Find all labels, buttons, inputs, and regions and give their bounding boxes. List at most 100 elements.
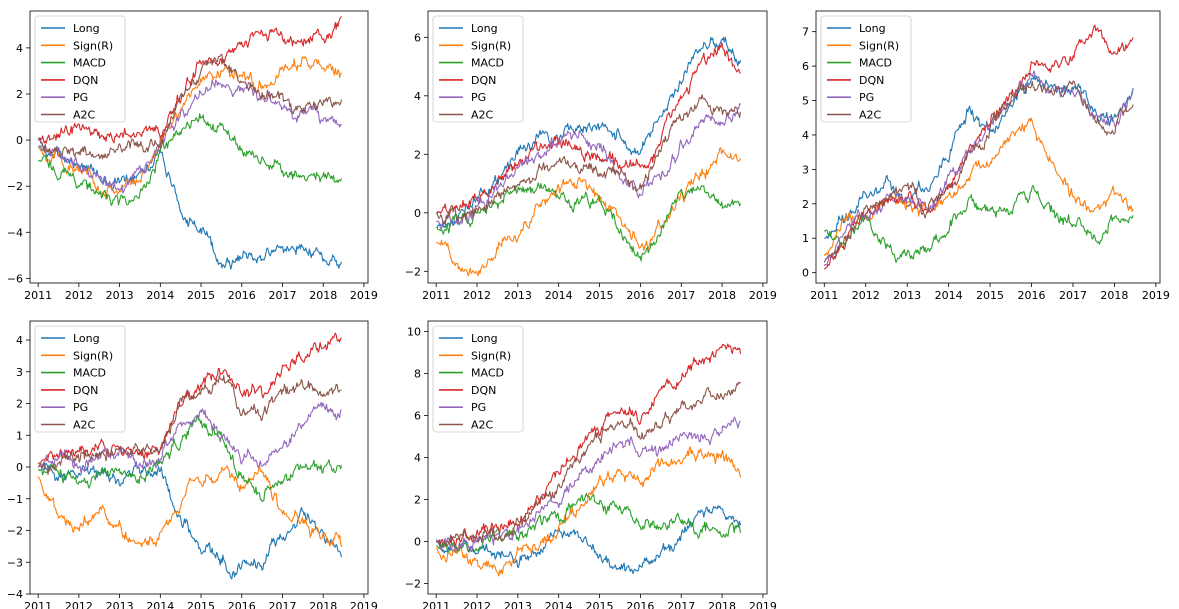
legend-label: A2C — [73, 419, 96, 432]
x-tick-label: 2017 — [268, 289, 296, 302]
y-tick-label: −2 — [7, 180, 23, 193]
x-tick-label: 2017 — [1059, 289, 1087, 302]
series-line-long — [824, 75, 1134, 239]
x-tick-label: 2016 — [626, 600, 654, 609]
legend-box — [820, 15, 912, 123]
y-tick-label: −2 — [405, 265, 421, 278]
legend-box — [34, 15, 126, 123]
series-line-a2c — [435, 94, 742, 225]
x-tick-label: 2012 — [65, 600, 93, 609]
y-tick-label: 4 — [16, 334, 23, 347]
series-line-signr — [435, 147, 742, 277]
legend-label: Long — [73, 22, 100, 35]
x-tick-label: 2018 — [309, 600, 337, 609]
legend-label: A2C — [471, 419, 494, 432]
x-tick-label: 2011 — [810, 289, 838, 302]
series-line-pg — [436, 103, 741, 230]
x-tick-label: 2011 — [24, 289, 52, 302]
x-tick-label: 2013 — [106, 600, 134, 609]
legend-label: MACD — [859, 57, 892, 70]
legend-box — [432, 325, 524, 433]
y-tick-label: 6 — [414, 31, 421, 44]
x-tick-label: 2014 — [146, 600, 174, 609]
series-line-dqn — [435, 42, 741, 217]
series-line-a2c — [823, 80, 1134, 263]
legend-label: PG — [859, 91, 874, 104]
y-tick-label: 0 — [414, 536, 421, 549]
x-tick-label: 2012 — [65, 289, 93, 302]
series-line-a2c — [37, 53, 343, 160]
legend: Long Sign(R) MACD DQN PG A2C — [432, 325, 524, 433]
axes-frame — [427, 10, 768, 284]
x-tick-label: 2015 — [586, 289, 614, 302]
series-line-a2c — [37, 374, 342, 475]
series-line-pg — [823, 70, 1134, 267]
legend-label: Sign(R) — [859, 39, 899, 52]
series-lines — [435, 343, 742, 577]
x-tick-label: 2013 — [504, 600, 532, 609]
legend-label: DQN — [471, 384, 496, 397]
legend-label: PG — [73, 91, 88, 104]
series-lines — [37, 332, 343, 580]
y-tick-label: 4 — [16, 42, 23, 55]
x-tick-label: 2017 — [667, 289, 695, 302]
legend-box — [432, 15, 524, 123]
legend-label: PG — [73, 401, 88, 414]
y-tick-label: −4 — [7, 226, 23, 239]
x-tick-label: 2015 — [586, 600, 614, 609]
y-tick-label: 0 — [16, 461, 23, 474]
series-lines — [435, 36, 742, 277]
legend-label: DQN — [471, 74, 496, 87]
series-line-long — [435, 505, 742, 575]
y-tick-label: 6 — [802, 60, 809, 73]
x-tick-label: 2018 — [708, 289, 736, 302]
x-tick-label: 2019 — [350, 289, 378, 302]
legend-label: PG — [471, 91, 486, 104]
y-tick-label: 2 — [414, 494, 421, 507]
chart-panel-3: 2011 2012 2013 2014 2015 2016 2017 2018 2019 0 1 2 3… — [802, 10, 1170, 302]
series-line-dqn — [37, 16, 342, 144]
x-tick-label: 2014 — [545, 600, 573, 609]
legend-label: Long — [471, 332, 498, 345]
legend-label: Long — [471, 22, 498, 35]
axes-frame — [815, 10, 1161, 284]
x-tick-label: 2014 — [935, 289, 963, 302]
chart-panel-2: 2011 2012 2013 2014 2015 2016 2017 2018 2019 −2 0 2… — [405, 10, 777, 302]
y-tick-label: 5 — [802, 95, 809, 108]
series-line-dqn — [436, 343, 742, 546]
series-line-signr — [37, 464, 343, 548]
y-tick-label: 3 — [802, 163, 809, 176]
series-line-dqn — [823, 24, 1134, 270]
legend-label: Sign(R) — [73, 349, 113, 362]
series-line-pg — [37, 79, 342, 194]
x-tick-label: 2018 — [309, 289, 337, 302]
x-tick-label: 2013 — [504, 289, 532, 302]
y-tick-label: 10 — [407, 326, 421, 339]
x-tick-label: 2015 — [187, 289, 215, 302]
legend: Long Sign(R) MACD DQN PG A2C — [34, 325, 126, 433]
x-tick-label: 2013 — [893, 289, 921, 302]
x-tick-label: 2015 — [976, 289, 1004, 302]
series-line-macd — [435, 493, 742, 553]
y-tick-label: 2 — [414, 148, 421, 161]
legend-label: A2C — [859, 109, 882, 122]
legend-box — [34, 325, 126, 433]
x-tick-label: 2019 — [1142, 289, 1170, 302]
x-tick-label: 2018 — [708, 600, 736, 609]
series-line-pg — [37, 401, 342, 474]
y-tick-label: 4 — [414, 90, 421, 103]
x-tick-label: 2018 — [1100, 289, 1128, 302]
axes-frame — [29, 10, 369, 284]
x-tick-label: 2011 — [24, 600, 52, 609]
series-line-long — [37, 461, 343, 580]
y-tick-label: 4 — [802, 129, 809, 142]
y-tick-label: 2 — [16, 88, 23, 101]
x-tick-label: 2011 — [422, 600, 450, 609]
x-tick-label: 2017 — [667, 600, 695, 609]
y-tick-label: 0 — [16, 134, 23, 147]
x-tick-label: 2014 — [545, 289, 573, 302]
legend-label: PG — [471, 401, 486, 414]
y-tick-label: 2 — [802, 198, 809, 211]
y-tick-label: −1 — [7, 493, 23, 506]
